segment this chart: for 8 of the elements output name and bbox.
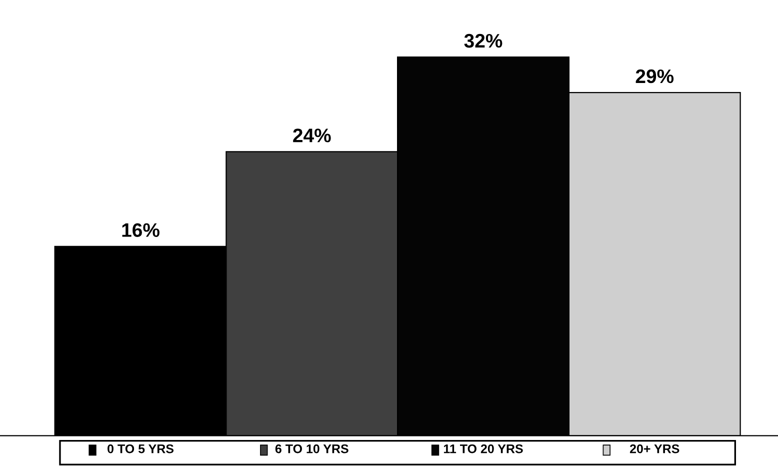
data-label: 24% — [293, 128, 331, 142]
x-tick-label: 11 TO 20 YRS — [444, 444, 523, 454]
x-tick-label: 20+ YRS — [630, 444, 680, 454]
x-tick-label: 6 TO 10 YRS — [275, 444, 348, 454]
data-label: 32% — [464, 34, 502, 48]
x-tick-label: 0 TO 5 YRS — [108, 444, 174, 454]
data-label: 16% — [122, 223, 160, 237]
data-label: 29% — [636, 69, 674, 84]
